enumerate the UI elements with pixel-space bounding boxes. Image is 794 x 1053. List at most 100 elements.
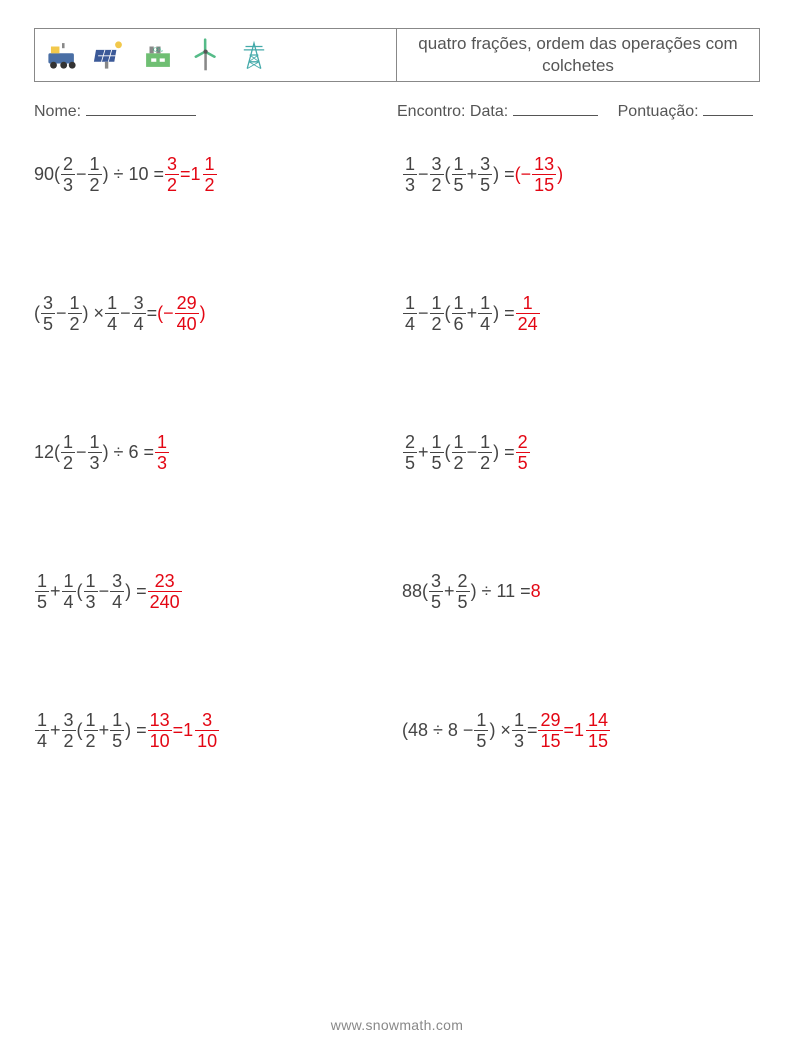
fraction: 12 bbox=[478, 433, 492, 472]
problem: 90(23 − 12) ÷ 10 = 32 = 112 bbox=[34, 155, 392, 194]
solar-panel-icon bbox=[93, 36, 127, 74]
svg-text:CO₂: CO₂ bbox=[153, 48, 163, 54]
problem: 14 − 12(16 + 14) = 124 bbox=[402, 294, 760, 333]
fraction: 32 bbox=[165, 155, 179, 194]
fraction: 1310 bbox=[148, 711, 172, 750]
fraction: 14 bbox=[35, 711, 49, 750]
fraction: 310 bbox=[195, 711, 219, 750]
math-text: ) = bbox=[493, 442, 515, 463]
math-text: = bbox=[180, 164, 191, 185]
info-row: Nome: Encontro: Data: Pontuação: bbox=[34, 100, 760, 121]
eco-factory-icon: CO₂ bbox=[141, 36, 175, 74]
fraction: 13 bbox=[155, 433, 169, 472]
math-text: 12( bbox=[34, 442, 60, 463]
fraction: 32 bbox=[62, 711, 76, 750]
fraction: 12 bbox=[61, 433, 75, 472]
answer: (−1315) bbox=[515, 155, 564, 194]
fraction: 2915 bbox=[538, 711, 562, 750]
math-text: (− bbox=[515, 164, 532, 185]
answer: 13 bbox=[154, 433, 170, 472]
math-text: ) ÷ 6 = bbox=[103, 442, 154, 463]
fraction: 12 bbox=[68, 294, 82, 333]
date-label: Encontro: Data: bbox=[397, 103, 508, 120]
fraction: 35 bbox=[478, 155, 492, 194]
math-text: ) bbox=[200, 303, 206, 324]
fraction: 23240 bbox=[148, 572, 182, 611]
math-text: = bbox=[173, 720, 184, 741]
problem: 13 − 32(15 + 35) = (−1315) bbox=[402, 155, 760, 194]
problem: 15 + 14(13 − 34) = 23240 bbox=[34, 572, 392, 611]
math-text: − bbox=[76, 442, 87, 463]
math-text: + bbox=[50, 581, 61, 602]
fraction: 23 bbox=[61, 155, 75, 194]
problem: (35 − 12) × 14 − 34 = (−2940) bbox=[34, 294, 392, 333]
math-text: (48 ÷ 8 − bbox=[402, 720, 473, 741]
mixed-number: 11415 bbox=[574, 711, 611, 750]
mixed-number: 1310 bbox=[183, 711, 220, 750]
fraction: 14 bbox=[105, 294, 119, 333]
power-tower-icon bbox=[237, 36, 271, 74]
problems-grid: 90(23 − 12) ÷ 10 = 32 = 11213 − 32(15 + … bbox=[34, 155, 760, 750]
math-text: ) ÷ 11 = bbox=[471, 581, 531, 602]
fraction: 35 bbox=[41, 294, 55, 333]
name-blank bbox=[86, 100, 196, 116]
math-text: ) = bbox=[493, 164, 515, 185]
math-text: ( bbox=[77, 720, 83, 741]
fraction: 14 bbox=[403, 294, 417, 333]
math-text: + bbox=[50, 720, 61, 741]
math-text: 8 bbox=[531, 581, 541, 602]
fraction: 34 bbox=[132, 294, 146, 333]
fraction: 12 bbox=[84, 711, 98, 750]
math-text: ( bbox=[445, 164, 451, 185]
footer: www.snowmath.com bbox=[0, 1017, 794, 1033]
fraction: 13 bbox=[403, 155, 417, 194]
math-text: ) × bbox=[489, 720, 511, 741]
math-text: 88( bbox=[402, 581, 428, 602]
problem: 14 + 32(12 + 15) = 1310 = 1310 bbox=[34, 711, 392, 750]
worksheet-title: quatro frações, ordem das operações com … bbox=[397, 29, 759, 81]
train-icon bbox=[45, 36, 79, 74]
fraction: 12 bbox=[452, 433, 466, 472]
header: CO₂ quatro frações, ordem das operações … bbox=[34, 28, 760, 82]
mixed-number: 112 bbox=[191, 155, 218, 194]
math-text: − bbox=[99, 581, 110, 602]
fraction: 15 bbox=[35, 572, 49, 611]
problem: 88(35 + 25) ÷ 11 = 8 bbox=[402, 572, 760, 611]
math-text: + bbox=[467, 303, 478, 324]
math-text: ) bbox=[557, 164, 563, 185]
answer: 32 = 112 bbox=[164, 155, 218, 194]
fraction: 35 bbox=[429, 572, 443, 611]
answer: 8 bbox=[531, 581, 541, 602]
fraction: 16 bbox=[452, 294, 466, 333]
score-label: Pontuação: bbox=[618, 103, 699, 120]
fraction: 25 bbox=[516, 433, 530, 472]
math-text: (− bbox=[157, 303, 174, 324]
problem: 12(12 − 13) ÷ 6 = 13 bbox=[34, 433, 392, 472]
fraction: 1415 bbox=[586, 711, 610, 750]
math-text: + bbox=[444, 581, 455, 602]
math-text: ) = bbox=[125, 581, 147, 602]
answer: 23240 bbox=[147, 572, 183, 611]
math-text: + bbox=[418, 442, 429, 463]
math-text: 90( bbox=[34, 164, 60, 185]
fraction: 15 bbox=[110, 711, 124, 750]
math-text: − bbox=[418, 164, 429, 185]
fraction: 34 bbox=[110, 572, 124, 611]
score-blank bbox=[703, 100, 753, 116]
wind-turbine-icon bbox=[189, 36, 223, 74]
math-text: ( bbox=[77, 581, 83, 602]
math-text: = bbox=[147, 303, 158, 324]
answer: 25 bbox=[515, 433, 531, 472]
math-text: = bbox=[564, 720, 575, 741]
fraction: 15 bbox=[430, 433, 444, 472]
fraction: 15 bbox=[474, 711, 488, 750]
math-text: ( bbox=[445, 303, 451, 324]
title-line-1: quatro frações, ordem das operações com bbox=[418, 34, 737, 53]
fraction: 13 bbox=[512, 711, 526, 750]
fraction: 13 bbox=[84, 572, 98, 611]
math-text: − bbox=[76, 164, 87, 185]
math-text: + bbox=[467, 164, 478, 185]
math-text: + bbox=[99, 720, 110, 741]
math-text: ) = bbox=[493, 303, 515, 324]
fraction: 25 bbox=[456, 572, 470, 611]
